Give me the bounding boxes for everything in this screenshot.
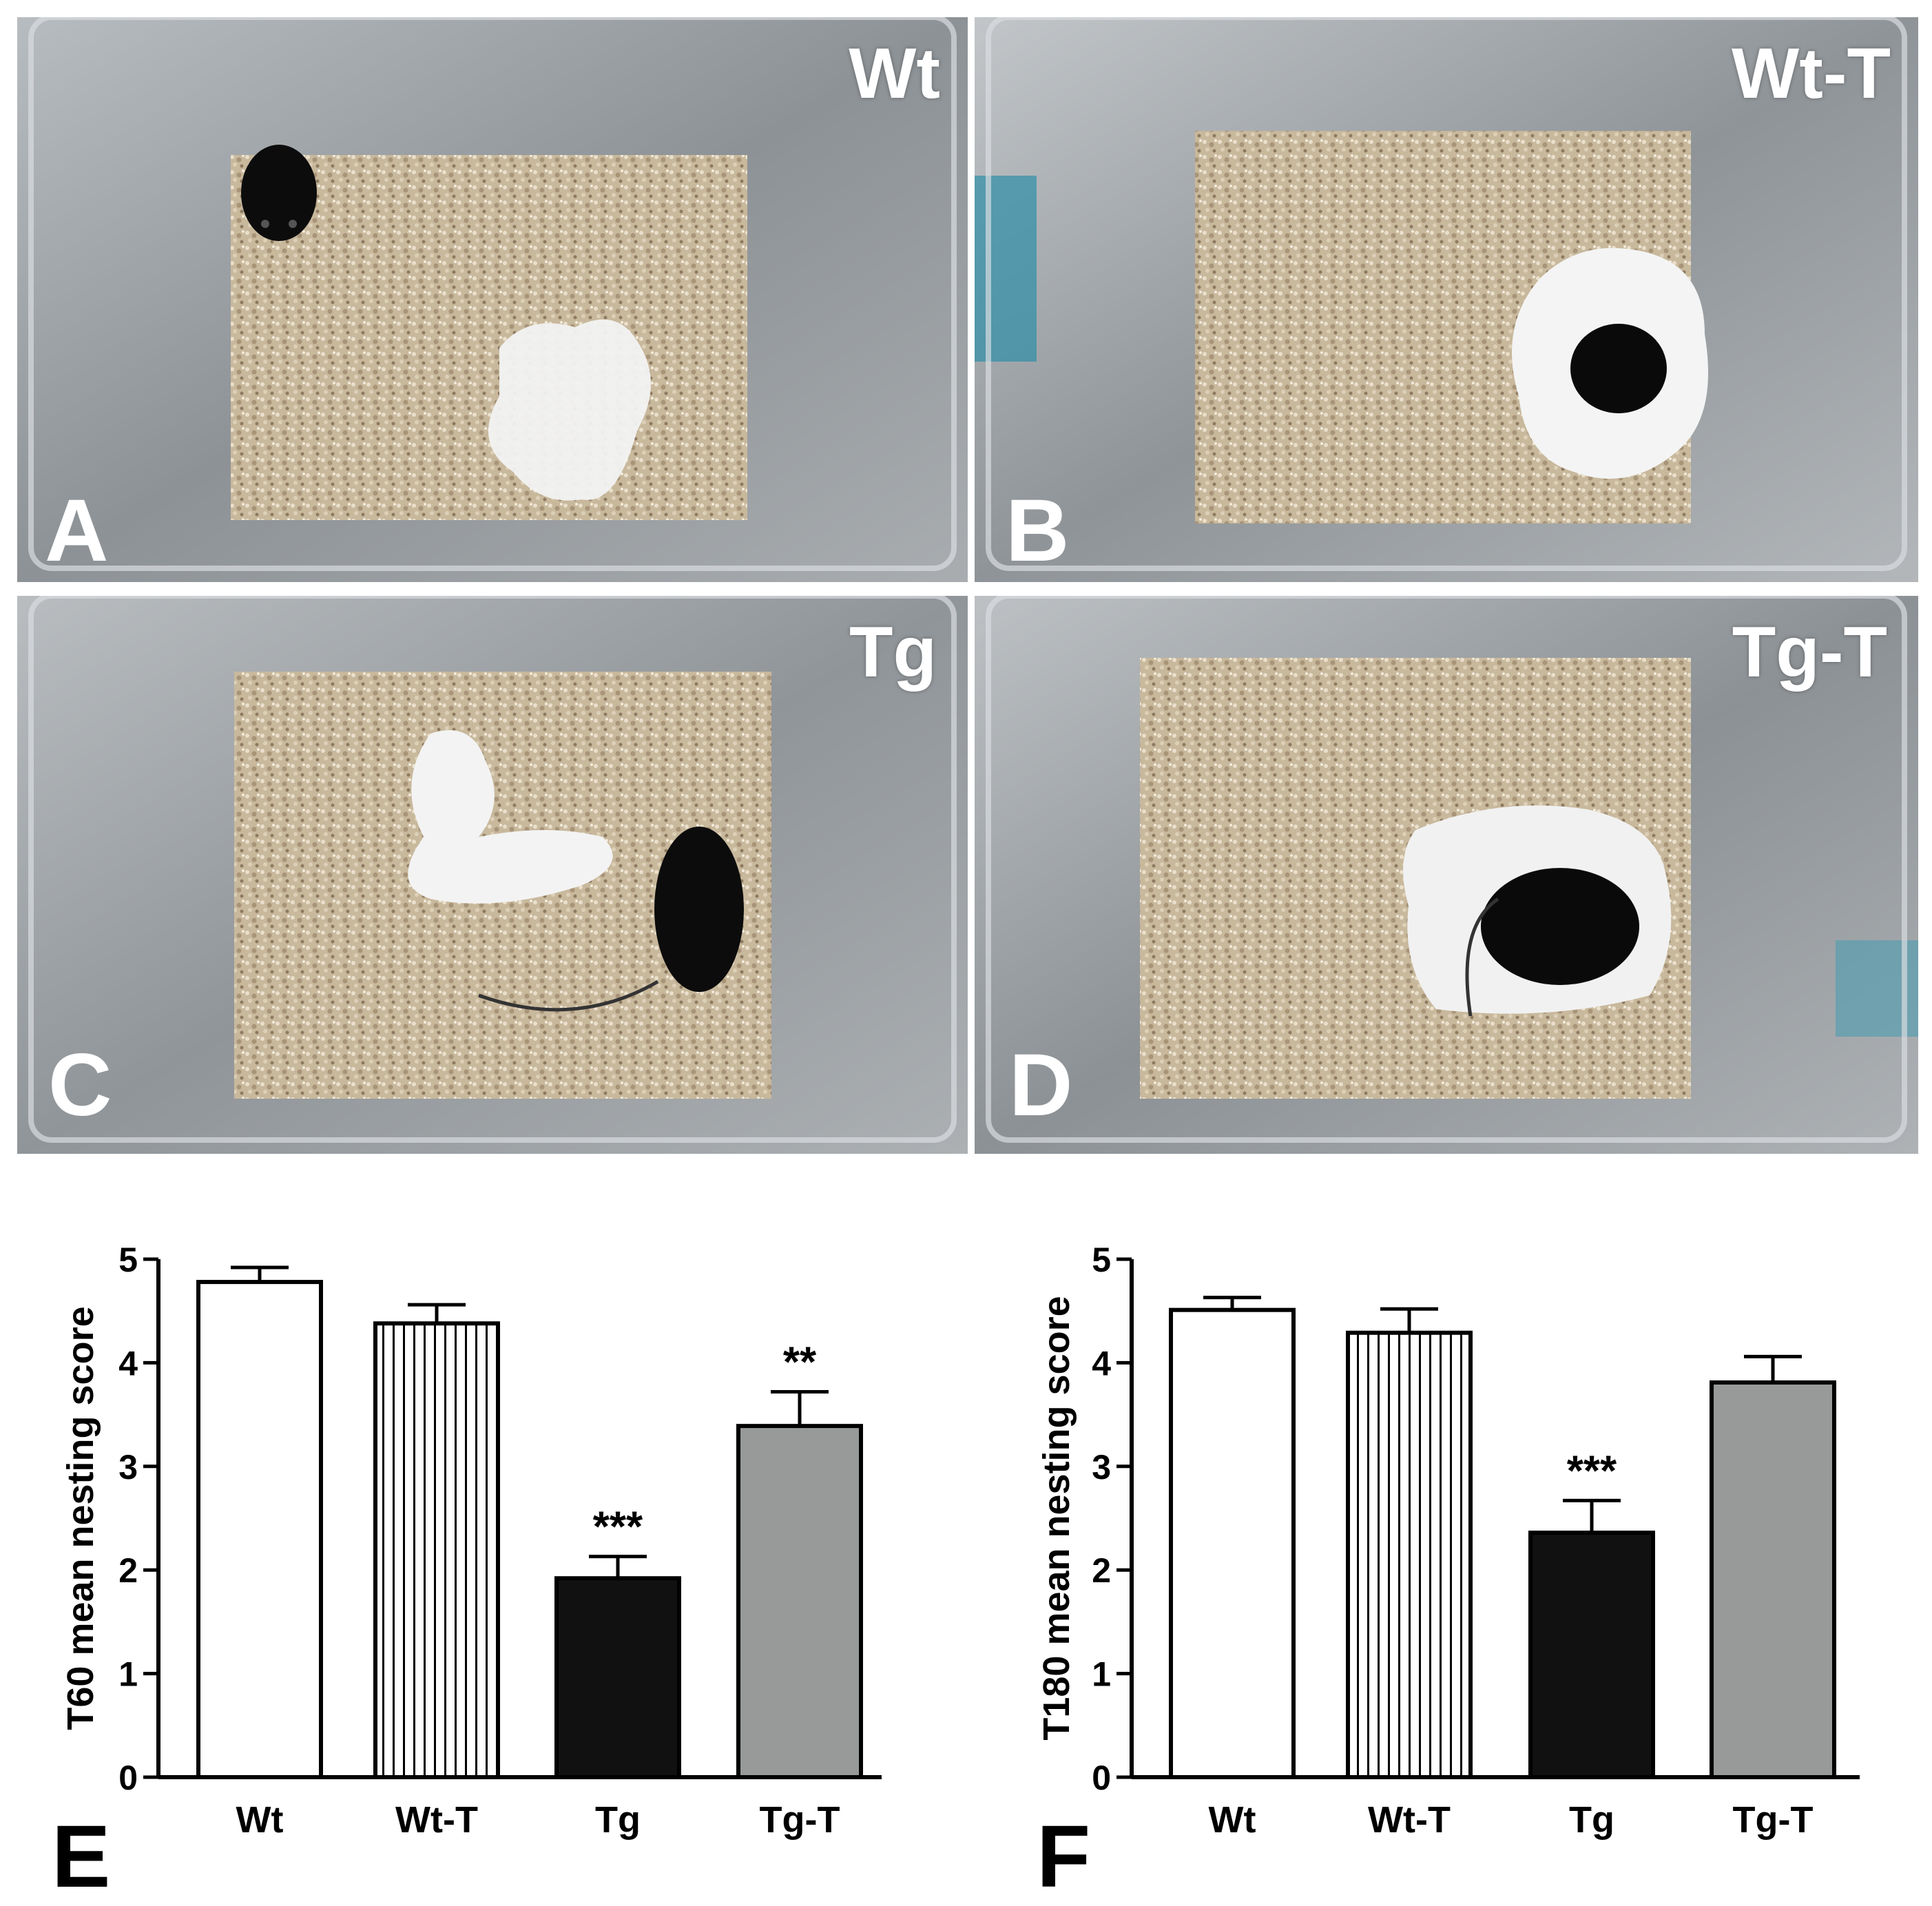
bar-tg [1528, 1531, 1655, 1779]
group-label-wt-t: Wt-T [1732, 34, 1891, 114]
cage-photo-a [17, 17, 968, 582]
bar-wt-t [1346, 1330, 1473, 1779]
panel-letter-c: C [48, 1036, 112, 1135]
group-label-tg-t: Tg-T [1732, 612, 1887, 692]
bar-wt-t [373, 1321, 500, 1780]
cage-photo-d [975, 596, 1918, 1154]
significance-marker: *** [593, 1504, 643, 1551]
photo-panel-b: Wt-T B [975, 17, 1918, 582]
bar-wt [196, 1280, 323, 1779]
x-tick-label: Wt-T [1368, 1799, 1451, 1841]
y-tick-label: 2 [118, 1551, 138, 1590]
y-tick-label: 1 [1092, 1655, 1111, 1694]
panel-letter-a: A [45, 481, 109, 580]
significance-marker: ** [783, 1339, 817, 1387]
bar-wt [1169, 1307, 1296, 1780]
y-tick-label: 4 [118, 1344, 138, 1382]
bar-chart-t180: 0 1 2 3 4 5 T180 mean nesting score Wt Wt-T Tg ***… [1036, 1241, 1860, 1841]
x-tick-label: Tg [1569, 1799, 1614, 1841]
x-tick-label: Wt [1209, 1799, 1256, 1841]
panel-letter-d: D [1009, 1036, 1073, 1135]
cage-photo-c [17, 596, 968, 1154]
bar-tg [554, 1576, 681, 1779]
y-tick-label: 5 [1092, 1241, 1111, 1279]
y-axis-title: T180 mean nesting score [1036, 1296, 1077, 1740]
x-tick-label: Tg [595, 1799, 641, 1841]
y-axis-title: T60 mean nesting score [60, 1306, 101, 1730]
bar-tg-t [1710, 1380, 1836, 1779]
y-tick-label: 1 [118, 1655, 138, 1694]
y-tick-label: 4 [1092, 1344, 1111, 1382]
cage-photo-b [975, 17, 1918, 582]
bar-tg-t [736, 1424, 863, 1779]
y-tick-label: 3 [1092, 1448, 1111, 1487]
x-tick-label: Wt-T [395, 1799, 478, 1841]
y-tick-label: 3 [118, 1448, 138, 1487]
x-tick-label: Tg-T [760, 1799, 840, 1841]
photo-panel-c: Tg C [17, 596, 968, 1154]
panel-letter-f: F [1037, 1807, 1091, 1906]
x-tick-label: Tg-T [1733, 1799, 1814, 1841]
y-tick-label: 2 [1092, 1551, 1111, 1590]
panel-letter-b: B [1006, 481, 1070, 580]
y-tick-label: 0 [118, 1759, 138, 1797]
photo-panel-a: Wt A [17, 17, 968, 582]
group-label-tg: Tg [849, 612, 937, 692]
photo-panel-d: Tg-T D [975, 596, 1918, 1154]
bar-chart-t60: 0 1 2 3 4 5 T60 mean nesting score Wt Wt-T Tg *** T… [60, 1241, 882, 1841]
panel-letter-e: E [52, 1807, 111, 1906]
y-tick-label: 0 [1092, 1759, 1111, 1797]
significance-marker: *** [1567, 1447, 1617, 1495]
x-tick-label: Wt [236, 1799, 284, 1841]
y-tick-label: 5 [118, 1241, 138, 1279]
group-label-wt: Wt [849, 34, 940, 114]
